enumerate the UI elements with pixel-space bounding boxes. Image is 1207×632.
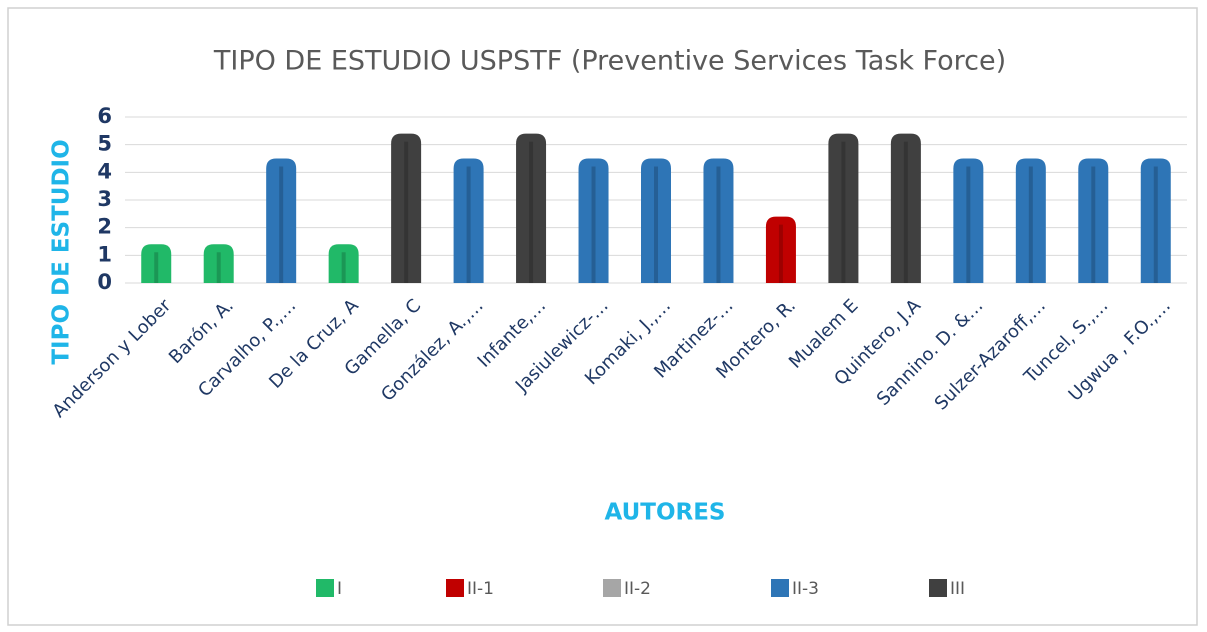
legend-swatch bbox=[603, 579, 621, 597]
chart-frame bbox=[7, 7, 1198, 626]
y-tick-label: 4 bbox=[97, 159, 112, 183]
bar bbox=[516, 133, 547, 283]
legend-label: I bbox=[337, 579, 342, 599]
legend-swatch bbox=[771, 579, 789, 597]
legend-label: III bbox=[950, 579, 965, 599]
bar bbox=[141, 244, 172, 283]
bar bbox=[1015, 158, 1046, 283]
bar bbox=[765, 216, 796, 283]
legend-label: II-2 bbox=[624, 579, 651, 599]
y-tick-label: 0 bbox=[97, 270, 112, 294]
y-tick-label: 1 bbox=[97, 242, 112, 266]
bar bbox=[1078, 158, 1109, 283]
bar bbox=[328, 244, 359, 283]
bar bbox=[203, 244, 234, 283]
bar bbox=[641, 158, 671, 283]
legend-swatch bbox=[446, 579, 464, 597]
bar bbox=[266, 158, 297, 283]
bar bbox=[890, 133, 921, 283]
x-axis-title: AUTORES bbox=[605, 500, 726, 526]
y-tick-label: 3 bbox=[97, 187, 112, 211]
y-tick-label: 2 bbox=[97, 215, 112, 239]
bar bbox=[828, 133, 859, 283]
bar bbox=[391, 133, 422, 283]
legend-label: II-1 bbox=[467, 579, 494, 599]
legend-swatch bbox=[316, 579, 334, 597]
bar bbox=[578, 158, 609, 283]
bar bbox=[703, 158, 734, 283]
y-tick-label: 5 bbox=[97, 132, 112, 156]
y-tick-label: 6 bbox=[97, 104, 112, 128]
y-axis-title: TIPO DE ESTUDIO bbox=[49, 139, 75, 364]
bar bbox=[453, 158, 484, 283]
legend-swatch bbox=[929, 579, 947, 597]
bar bbox=[953, 158, 984, 283]
chart-title: TIPO DE ESTUDIO USPSTF (Preventive Servi… bbox=[213, 46, 1006, 77]
bar bbox=[1140, 158, 1171, 283]
legend-label: II-3 bbox=[792, 579, 819, 599]
